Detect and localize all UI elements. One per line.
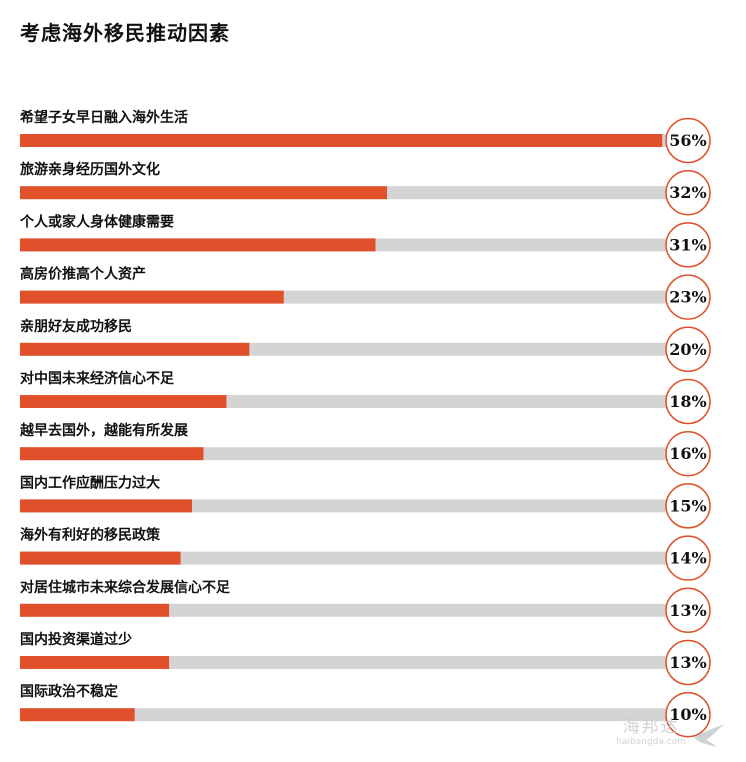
value-label: 18% <box>669 392 706 411</box>
watermark-brand: 海邦达 <box>622 717 680 737</box>
category-label: 希望子女早日融入海外生活 <box>20 109 188 126</box>
bar <box>20 290 284 304</box>
value-label: 31% <box>669 235 706 254</box>
category-label: 亲朋好友成功移民 <box>20 318 132 335</box>
category-label: 国内工作应酬压力过大 <box>20 474 160 491</box>
value-label: 13% <box>669 653 706 672</box>
category-label: 高房价推高个人资产 <box>20 266 146 283</box>
category-label: 海外有利好的移民政策 <box>20 527 161 544</box>
bar <box>20 656 170 669</box>
value-circle <box>665 378 711 425</box>
value-label: 32% <box>669 183 706 202</box>
bar <box>20 238 376 252</box>
value-circle <box>665 169 711 216</box>
value-label: 56% <box>669 131 706 150</box>
chart-title: 考虑海外移民推动因素 <box>20 21 230 45</box>
bar <box>20 395 227 408</box>
category-label: 旅游亲身经历国外文化 <box>20 161 160 178</box>
bar <box>20 499 193 513</box>
bar-track <box>20 656 672 669</box>
value-circle <box>665 274 711 320</box>
value-label: 23% <box>669 288 706 307</box>
value-label: 13% <box>669 601 706 620</box>
category-label: 越早去国外，越能有所发展 <box>19 422 188 439</box>
bar <box>20 603 170 617</box>
bar <box>20 708 135 722</box>
value-label: 10% <box>669 705 706 724</box>
value-circle <box>665 117 711 164</box>
bar-track <box>20 603 672 617</box>
value-circle <box>665 691 711 738</box>
watermark-url: haibangda.com <box>616 737 686 747</box>
watermark: 海邦达 haibangda.com <box>616 718 726 748</box>
value-label: 16% <box>669 444 706 463</box>
value-label: 15% <box>669 496 706 515</box>
bar <box>20 342 250 356</box>
bar-track <box>20 708 672 722</box>
value-circle <box>665 222 711 268</box>
bar <box>20 134 663 147</box>
bar <box>20 447 204 461</box>
value-circle <box>665 430 711 477</box>
bar-track <box>20 551 672 565</box>
category-label: 国际政治不稳定 <box>20 683 118 700</box>
bar <box>20 186 387 200</box>
value-circle <box>665 535 711 581</box>
value-circle <box>665 587 711 634</box>
bird-logo-icon <box>694 724 724 747</box>
value-label: 20% <box>669 340 706 359</box>
bar <box>20 551 181 565</box>
value-circle <box>665 326 711 373</box>
value-label: 14% <box>669 549 706 568</box>
category-label: 国内投资渠道过少 <box>20 631 132 648</box>
category-label: 对中国未来经济信心不足 <box>20 370 175 387</box>
value-circle <box>665 483 711 529</box>
category-label: 对居住城市未来综合发展信心不足 <box>20 579 231 596</box>
value-circle <box>665 639 711 686</box>
category-label: 个人或家人身体健康需要 <box>19 213 174 230</box>
